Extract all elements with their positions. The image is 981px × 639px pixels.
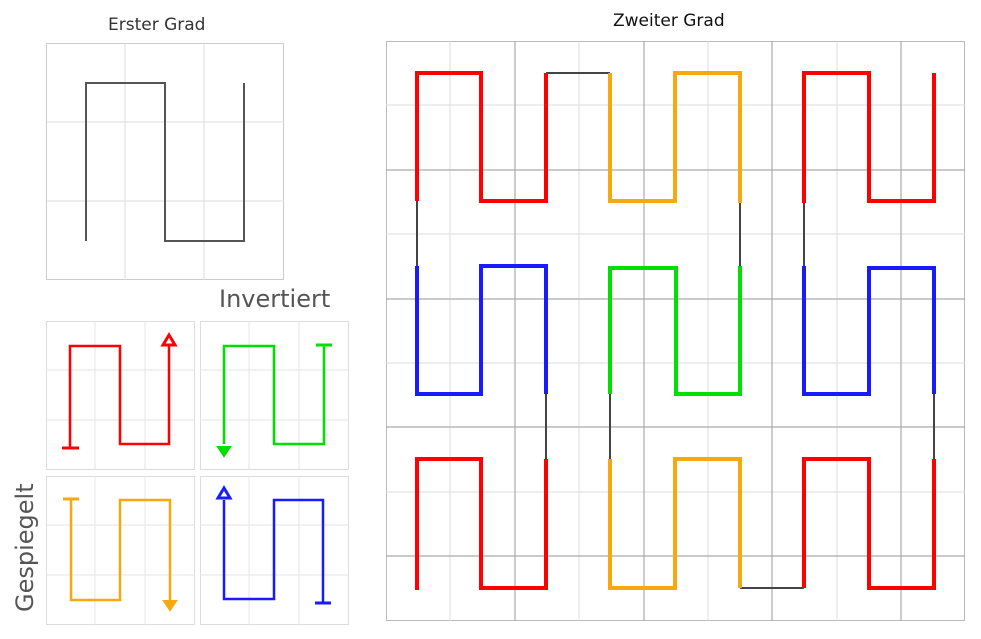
orange-segment [608, 457, 742, 590]
second-degree-panel [386, 41, 965, 621]
first-degree-curve [85, 82, 245, 242]
green-segment [608, 266, 742, 396]
red-segment [802, 71, 936, 203]
red-segment [415, 71, 548, 203]
red-segment [415, 457, 548, 590]
arrow-head-icon [162, 600, 178, 612]
arrow-head-icon [215, 485, 233, 500]
orange-curve [69, 498, 172, 602]
red-curve [68, 344, 171, 448]
blue-segment [802, 266, 936, 396]
variant-panel-red [46, 321, 195, 470]
inverted-label: Invertiert [219, 285, 331, 313]
first-degree-title: Erster Grad [108, 15, 206, 35]
blue-curve [222, 498, 325, 603]
variant-panel-orange [46, 476, 195, 625]
second-degree-title: Zweiter Grad [613, 11, 725, 31]
blue-segment [415, 264, 548, 396]
green-curve [222, 344, 326, 446]
mirrored-label: Gespiegelt [11, 483, 39, 612]
arrow-head-icon [216, 446, 232, 458]
red-segment [802, 457, 936, 590]
variant-panel-green [200, 321, 349, 470]
first-degree-panel [46, 43, 284, 280]
arrow-head-icon [160, 332, 178, 347]
variant-panel-blue [200, 476, 349, 625]
orange-segment [608, 71, 742, 203]
